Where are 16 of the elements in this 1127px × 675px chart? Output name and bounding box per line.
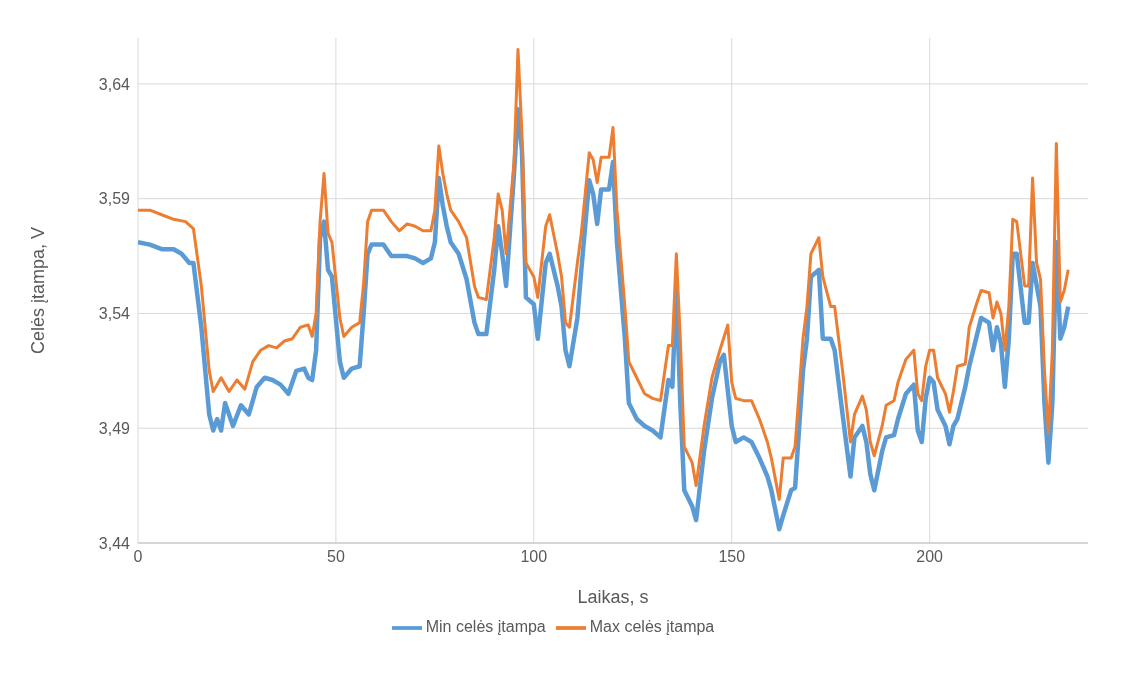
x-axis-title: Laikas, s bbox=[577, 587, 649, 607]
legend-label: Min celės įtampa bbox=[425, 618, 546, 636]
y-tick-label: 3,44 bbox=[98, 534, 131, 552]
x-tick-label: 150 bbox=[718, 548, 746, 566]
y-axis-title: Celės įtampa, V bbox=[28, 226, 49, 355]
y-tick-label: 3,49 bbox=[98, 419, 131, 437]
x-tick-label: 0 bbox=[133, 548, 143, 566]
y-tick-label: 3,54 bbox=[98, 305, 131, 323]
x-tick-label: 200 bbox=[916, 548, 944, 566]
line-series bbox=[138, 47, 1070, 501]
legend-label: Max celės įtampa bbox=[589, 618, 715, 636]
x-tick-label: 50 bbox=[327, 548, 345, 566]
y-tick-label: 3,59 bbox=[98, 190, 131, 208]
x-tick-label: 100 bbox=[520, 548, 548, 566]
line-series bbox=[138, 106, 1071, 532]
y-tick-label: 3,64 bbox=[98, 75, 131, 93]
